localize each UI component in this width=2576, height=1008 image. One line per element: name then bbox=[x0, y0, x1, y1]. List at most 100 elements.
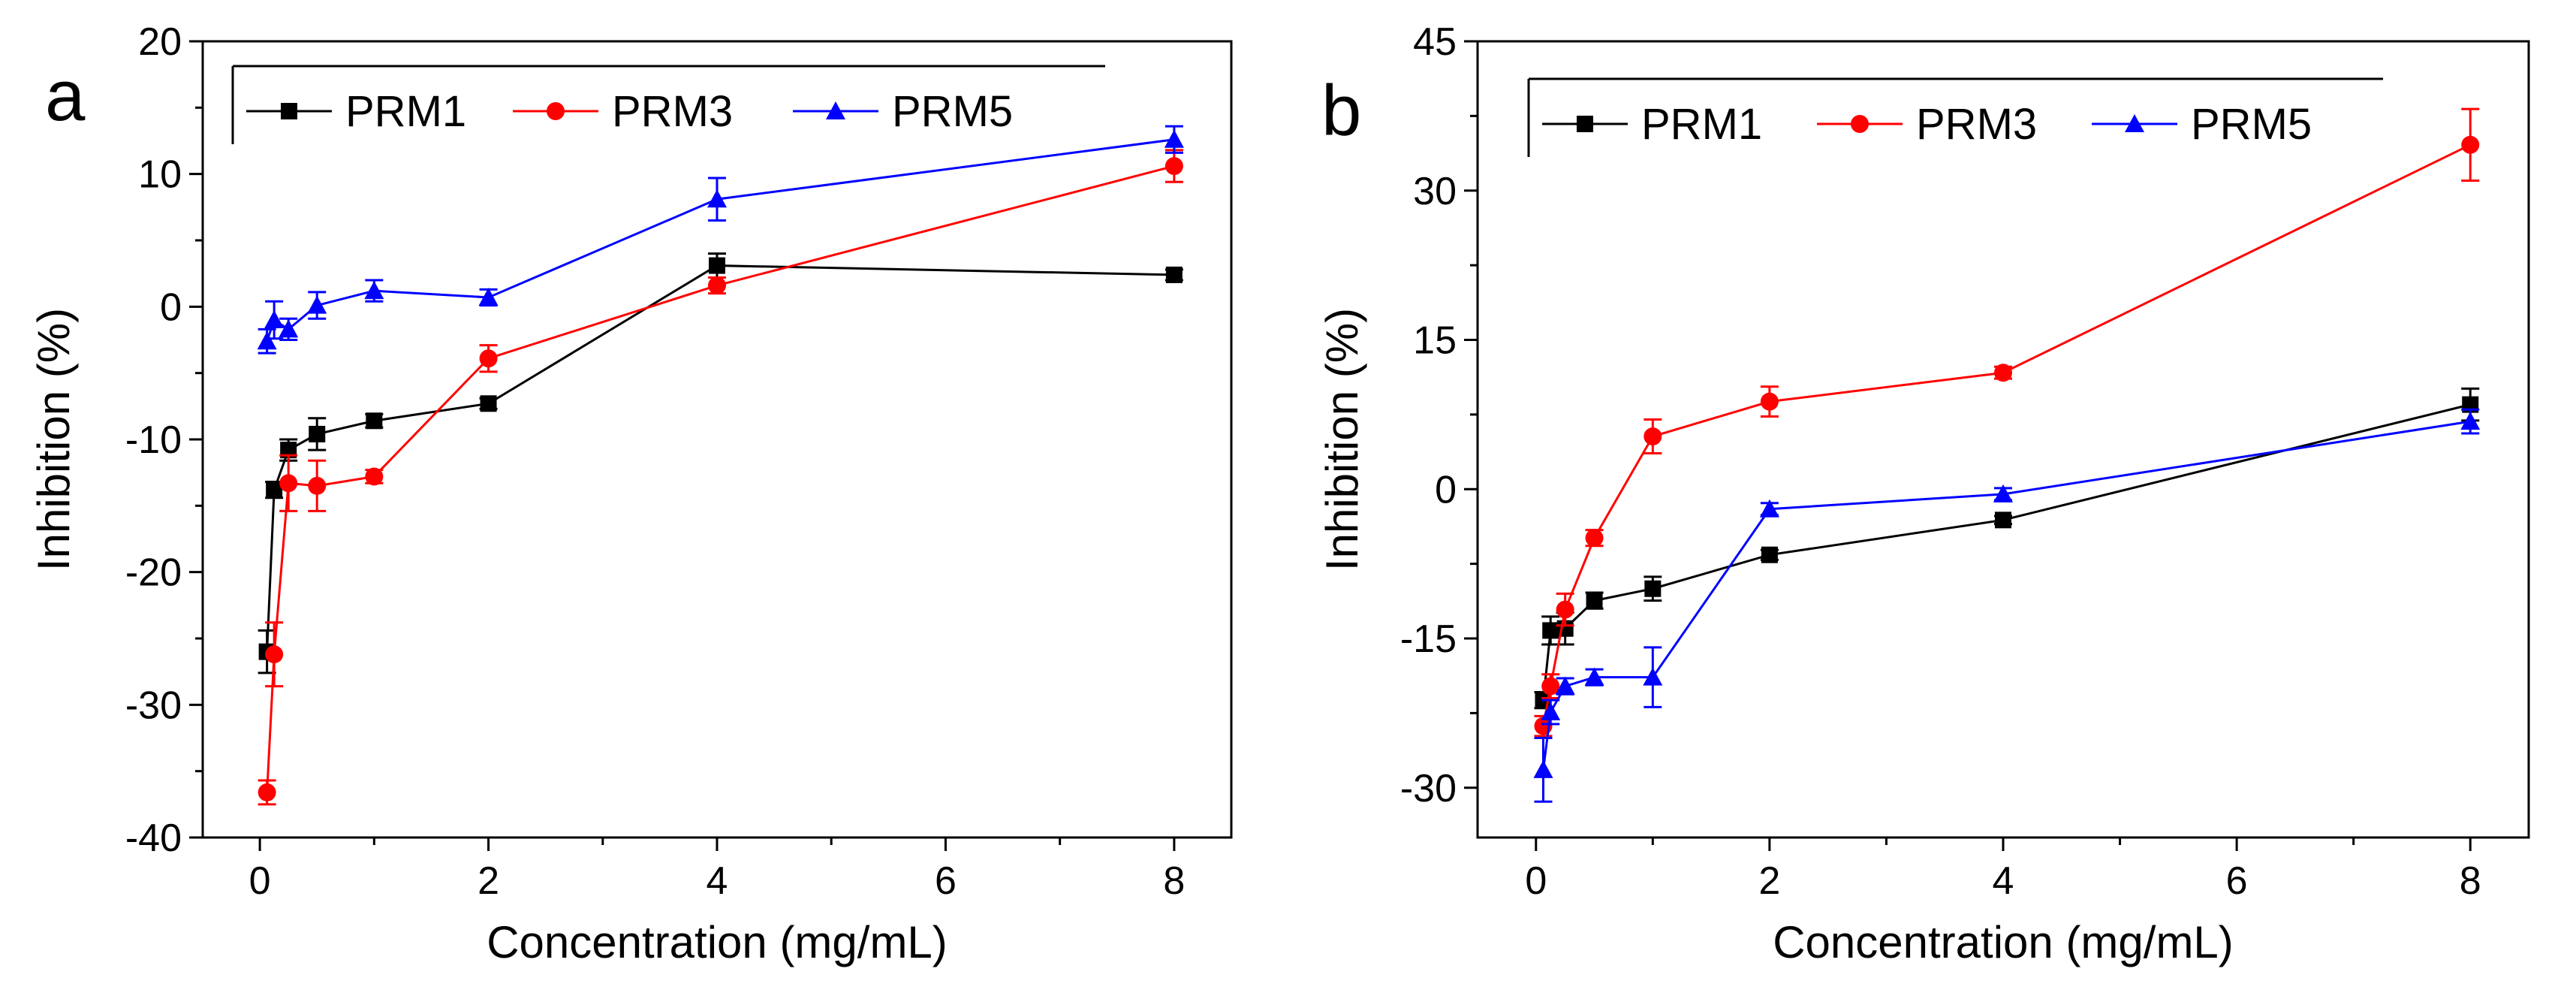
y-tick-label: -15 bbox=[1400, 617, 1457, 661]
data-point bbox=[266, 481, 283, 499]
x-tick-label: 4 bbox=[1993, 859, 2014, 903]
data-point bbox=[257, 331, 277, 350]
data-point bbox=[279, 474, 298, 493]
data-point bbox=[1994, 364, 2012, 382]
data-point bbox=[478, 287, 499, 306]
y-tick-label: 45 bbox=[1413, 20, 1457, 64]
data-point bbox=[1164, 129, 1184, 148]
y-tick-label: -10 bbox=[125, 418, 182, 462]
data-point bbox=[707, 189, 727, 208]
legend-item-PRM5: PRM5 bbox=[2092, 100, 2312, 149]
legend-label: PRM1 bbox=[345, 87, 466, 136]
legend-marker bbox=[547, 102, 565, 120]
data-point bbox=[309, 425, 326, 442]
data-point bbox=[1165, 266, 1183, 283]
data-point bbox=[1585, 529, 1604, 548]
data-point bbox=[1164, 157, 1183, 176]
series-PRM3 bbox=[1534, 107, 2480, 738]
legend-label: PRM5 bbox=[2191, 100, 2312, 149]
data-point bbox=[1541, 702, 1561, 721]
data-point bbox=[1644, 427, 1662, 446]
panel-label: b bbox=[1321, 71, 1361, 151]
legend-marker bbox=[1577, 116, 1593, 132]
x-tick-label: 6 bbox=[935, 859, 957, 903]
data-point bbox=[1760, 392, 1779, 411]
y-tick-label: 20 bbox=[138, 20, 182, 64]
y-tick-label: -30 bbox=[1400, 767, 1457, 810]
x-tick-label: 8 bbox=[1163, 859, 1185, 903]
legend: PRM1 PRM3 PRM5 bbox=[1527, 77, 2383, 157]
y-tick-label: -30 bbox=[125, 684, 182, 727]
data-point bbox=[1584, 667, 1604, 686]
legend-label: PRM3 bbox=[1916, 100, 2037, 149]
series-PRM1 bbox=[258, 252, 1183, 675]
data-point bbox=[258, 783, 276, 801]
y-tick-label: 0 bbox=[160, 285, 182, 329]
data-point bbox=[308, 476, 327, 495]
data-point bbox=[2460, 412, 2481, 430]
chart-panel-a: 0 2 4 6 8 -40 -30 -20 -10 0 10 20 Concentration (mg/… bbox=[29, 20, 1233, 967]
series-PRM5 bbox=[1533, 408, 2481, 803]
data-point bbox=[364, 281, 384, 300]
y-tick-label: 30 bbox=[1413, 170, 1457, 213]
legend-item-PRM1: PRM1 bbox=[1542, 100, 1762, 149]
legend-item-PRM3: PRM3 bbox=[1817, 100, 2037, 149]
data-point bbox=[1993, 484, 2013, 502]
legend-item-PRM5: PRM5 bbox=[793, 87, 1013, 136]
legend-marker bbox=[281, 103, 297, 119]
legend-label: PRM1 bbox=[1641, 100, 1762, 149]
y-tick-label: -20 bbox=[125, 551, 182, 595]
data-point bbox=[479, 349, 498, 368]
legend-item-PRM1: PRM1 bbox=[246, 87, 466, 136]
x-tick-label: 6 bbox=[2226, 859, 2248, 903]
legend-marker bbox=[1851, 115, 1869, 133]
x-tick-label: 2 bbox=[1758, 859, 1780, 903]
data-point bbox=[708, 276, 726, 295]
x-axis-label: Concentration (mg/mL) bbox=[487, 917, 948, 967]
data-point bbox=[1761, 546, 1778, 563]
legend-marker bbox=[826, 101, 845, 119]
legend-label: PRM5 bbox=[892, 87, 1013, 136]
data-point bbox=[1556, 600, 1574, 619]
data-point bbox=[1542, 622, 1559, 639]
x-tick-label: 0 bbox=[249, 859, 271, 903]
data-point bbox=[1541, 677, 1560, 696]
y-tick-label: 15 bbox=[1413, 319, 1457, 363]
series-PRM3 bbox=[258, 149, 1183, 806]
x-tick-label: 2 bbox=[478, 859, 499, 903]
legend-item-PRM3: PRM3 bbox=[513, 87, 733, 136]
data-point bbox=[1644, 580, 1662, 597]
data-point bbox=[307, 295, 327, 314]
x-axis-label: Concentration (mg/mL) bbox=[1773, 917, 2234, 967]
legend: PRM1 PRM3 PRM5 bbox=[231, 65, 1105, 144]
data-point bbox=[365, 467, 384, 486]
panel-label: a bbox=[45, 56, 86, 136]
x-tick-label: 0 bbox=[1525, 859, 1547, 903]
data-point bbox=[265, 645, 284, 664]
legend-marker bbox=[2125, 114, 2144, 132]
data-point bbox=[1555, 676, 1575, 695]
legend-label: PRM3 bbox=[612, 87, 733, 136]
x-tick-label: 4 bbox=[707, 859, 728, 903]
data-point bbox=[709, 257, 725, 274]
data-point bbox=[1759, 499, 1779, 518]
y-axis-label: Inhibition (%) bbox=[29, 308, 79, 571]
series-line bbox=[266, 164, 1175, 793]
data-point bbox=[1643, 667, 1663, 686]
data-point bbox=[264, 310, 285, 328]
data-point bbox=[480, 395, 497, 412]
y-axis-label: Inhibition (%) bbox=[1317, 308, 1367, 571]
y-tick-label: -40 bbox=[125, 816, 182, 860]
data-point bbox=[2461, 135, 2480, 154]
data-point bbox=[1586, 592, 1603, 609]
y-tick-label: 10 bbox=[138, 153, 182, 197]
x-tick-label: 8 bbox=[2460, 859, 2481, 903]
series-PRM5 bbox=[257, 125, 1184, 355]
data-point bbox=[280, 442, 297, 459]
y-tick-label: 0 bbox=[1435, 468, 1457, 512]
chart-panel-b: 0 2 4 6 8 -30 -15 0 15 30 45 Concentration (mg/mL) I… bbox=[1317, 20, 2530, 967]
data-point bbox=[1533, 759, 1553, 778]
data-point bbox=[279, 319, 299, 338]
